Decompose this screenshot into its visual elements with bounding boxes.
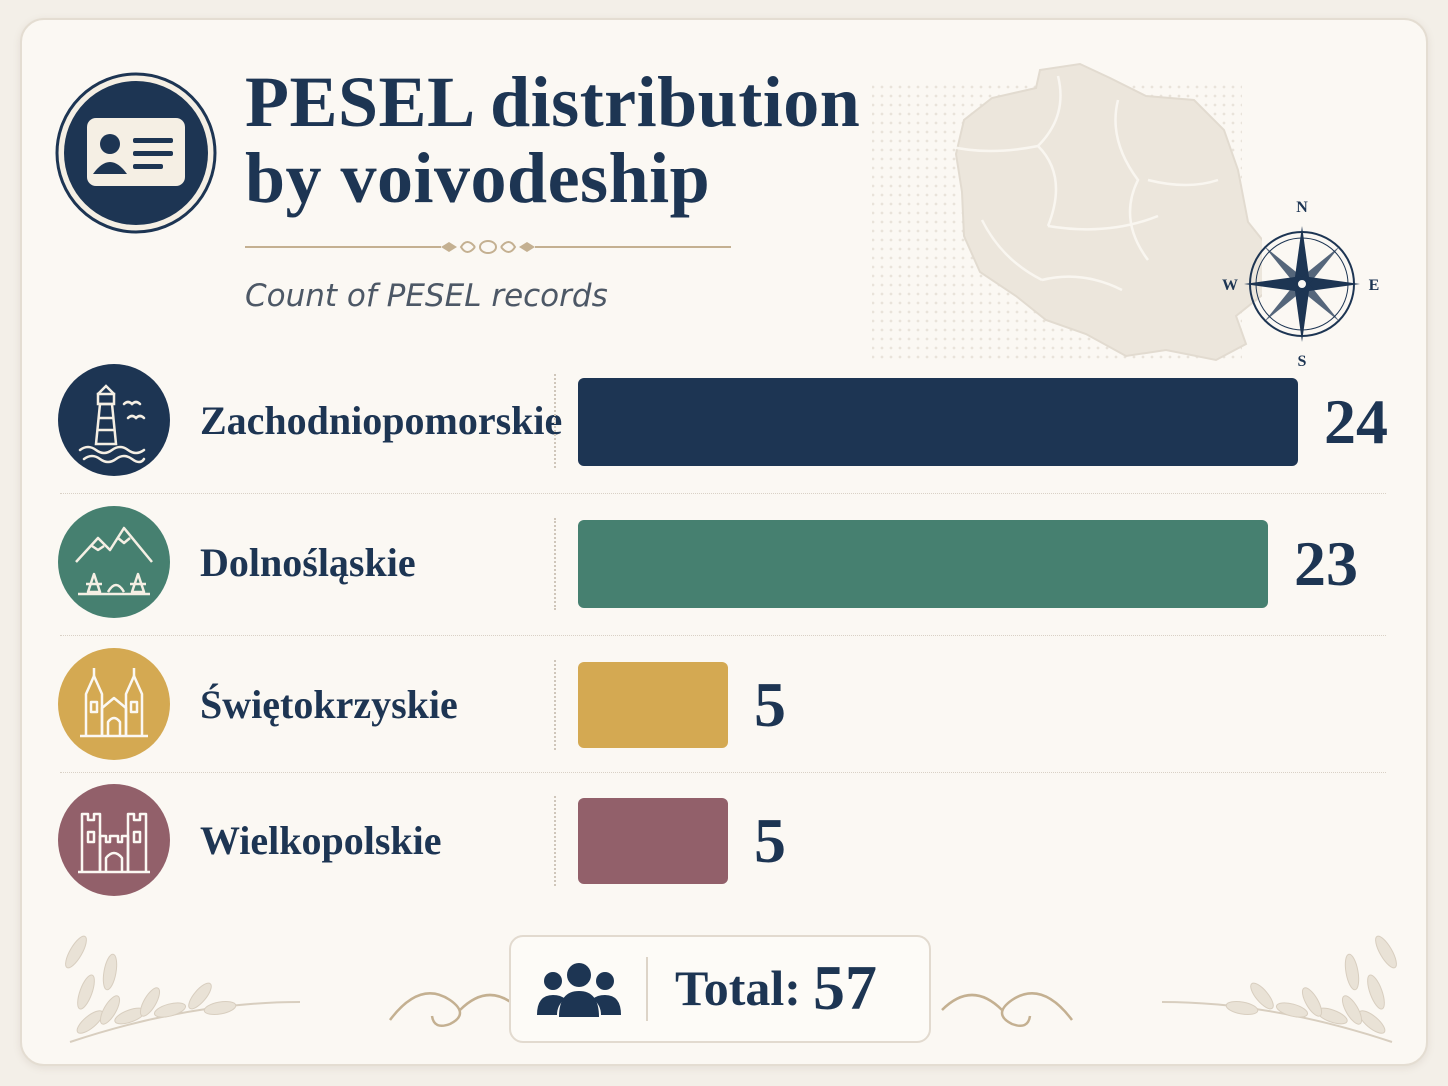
value-label-dolnoslaskie: 23 xyxy=(1294,528,1358,599)
axis-guide xyxy=(554,796,556,886)
value-label-zachodniopomorskie: 24 xyxy=(1324,386,1388,457)
total-value: 57 xyxy=(813,952,877,1023)
laurel-left-icon xyxy=(65,935,521,1043)
row-divider xyxy=(60,635,1386,636)
page-title: PESEL distribution by voivodeship xyxy=(245,64,860,216)
lighthouse-icon xyxy=(58,364,170,476)
people-icon xyxy=(537,963,621,1017)
church-icon xyxy=(58,648,170,760)
row-divider xyxy=(60,493,1386,494)
category-label-dolnoslaskie: Dolnośląskie xyxy=(200,540,416,585)
bar-wielkopolskie xyxy=(578,798,728,884)
category-label-wielkopolskie: Wielkopolskie xyxy=(200,818,442,863)
total-label: Total: xyxy=(675,960,801,1016)
bar-dolnoslaskie xyxy=(578,520,1268,608)
axis-guide xyxy=(554,374,556,468)
axis-guide xyxy=(554,660,556,750)
axis-guide xyxy=(554,518,556,610)
laurel-right-icon xyxy=(941,935,1397,1043)
value-label-swietokrzyskie: 5 xyxy=(754,669,786,740)
total-summary: Total: 57 xyxy=(509,935,931,1043)
compass-e: E xyxy=(1369,277,1380,294)
mountains-icon xyxy=(58,506,170,618)
category-label-swietokrzyskie: Świętokrzyskie xyxy=(200,682,458,727)
row-divider xyxy=(60,772,1386,773)
total-divider xyxy=(646,957,648,1021)
poland-map-icon xyxy=(872,62,1262,362)
bar-zachodniopomorskie xyxy=(578,378,1298,466)
compass-rose-icon: N S W E xyxy=(1222,200,1380,368)
ornamental-divider xyxy=(245,240,731,254)
castle-icon xyxy=(58,784,170,896)
category-label-zachodniopomorskie: Zachodniopomorskie xyxy=(200,398,563,443)
value-label-wielkopolskie: 5 xyxy=(754,805,786,876)
id-card-icon xyxy=(55,72,217,234)
bar-swietokrzyskie xyxy=(578,662,728,748)
infographic-card: PESEL distribution by voivodeship Count … xyxy=(20,18,1428,1066)
chart-subtitle: Count of PESEL records xyxy=(245,278,608,314)
title-line-1: PESEL distribution xyxy=(245,62,861,142)
compass-s: S xyxy=(1298,353,1307,368)
title-line-2: by voivodeship xyxy=(245,138,711,218)
compass-w: W xyxy=(1222,277,1238,294)
compass-n: N xyxy=(1296,200,1308,216)
